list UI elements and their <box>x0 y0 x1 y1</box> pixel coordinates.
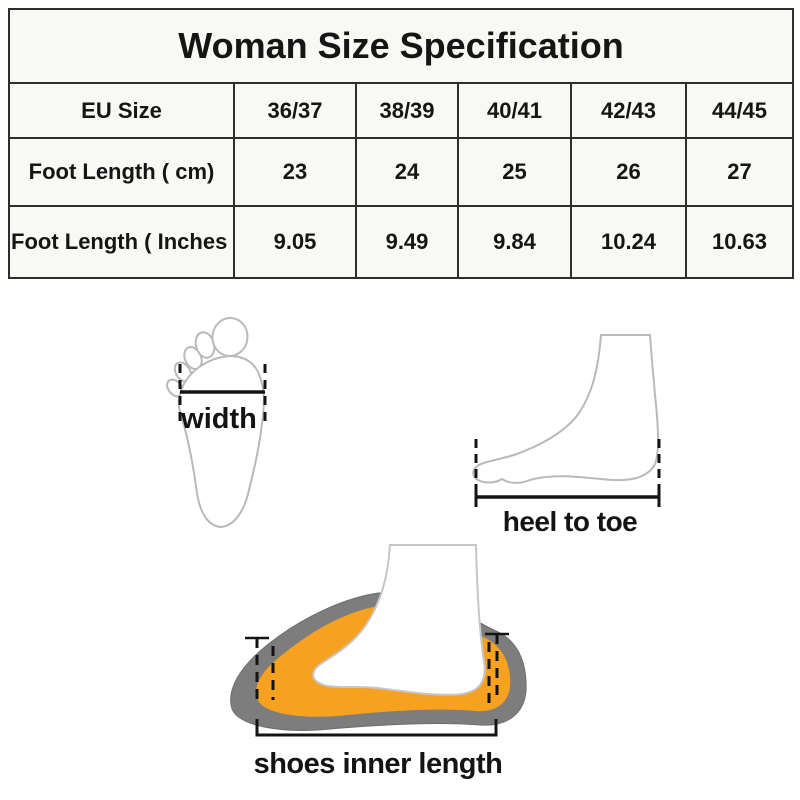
heel-to-toe-label: heel to toe <box>503 506 638 537</box>
eu-size-row: EU Size 36/37 38/39 40/41 42/43 44/45 <box>8 82 794 139</box>
eu-size-value: 42/43 <box>570 82 687 139</box>
eu-size-value: 38/39 <box>355 82 459 139</box>
foot-sole-width-diagram: width <box>166 317 267 529</box>
inner-length-measure-lines <box>245 632 509 737</box>
row-label-foot-length-inches: Foot Length ( Inches ) <box>8 205 235 279</box>
inch-value: 9.05 <box>233 205 357 279</box>
size-spec-table: Woman Size Specification EU Size 36/37 3… <box>8 8 794 279</box>
inch-value: 10.63 <box>685 205 794 279</box>
inch-value: 9.49 <box>355 205 459 279</box>
cm-value: 23 <box>233 137 357 207</box>
heel-toe-measure-lines <box>474 439 661 507</box>
inch-value: 9.84 <box>457 205 572 279</box>
foot-length-cm-row: Foot Length ( cm) 23 24 25 26 27 <box>8 137 794 207</box>
width-label: width <box>180 403 257 435</box>
page-title: Woman Size Specification <box>8 8 794 84</box>
big-toe <box>211 317 249 357</box>
inner-length-bracket <box>255 719 498 737</box>
inner-length-label: shoes inner length <box>254 748 503 780</box>
title-row: Woman Size Specification <box>8 8 794 84</box>
inch-value: 10.24 <box>570 205 687 279</box>
cm-value: 26 <box>570 137 687 207</box>
cm-value: 27 <box>685 137 794 207</box>
cm-value: 25 <box>457 137 572 207</box>
eu-size-value: 44/45 <box>685 82 794 139</box>
row-label-eu-size: EU Size <box>8 82 235 139</box>
foot-inside-shoe <box>312 544 486 696</box>
foot-length-inches-row: Foot Length ( Inches ) 9.05 9.49 9.84 10… <box>8 205 794 279</box>
cm-value: 24 <box>355 137 459 207</box>
heel-to-toe-diagram: heel to toe <box>472 334 661 537</box>
foot-sole-illustration <box>166 317 265 529</box>
shoes-inner-length-diagram: shoes inner length <box>230 544 527 780</box>
row-label-foot-length-cm: Foot Length ( cm) <box>8 137 235 207</box>
eu-size-value: 36/37 <box>233 82 357 139</box>
eu-size-value: 40/41 <box>457 82 572 139</box>
side-foot-illustration <box>472 334 660 484</box>
width-measure-lines <box>178 364 267 422</box>
sole-outline <box>177 355 265 529</box>
